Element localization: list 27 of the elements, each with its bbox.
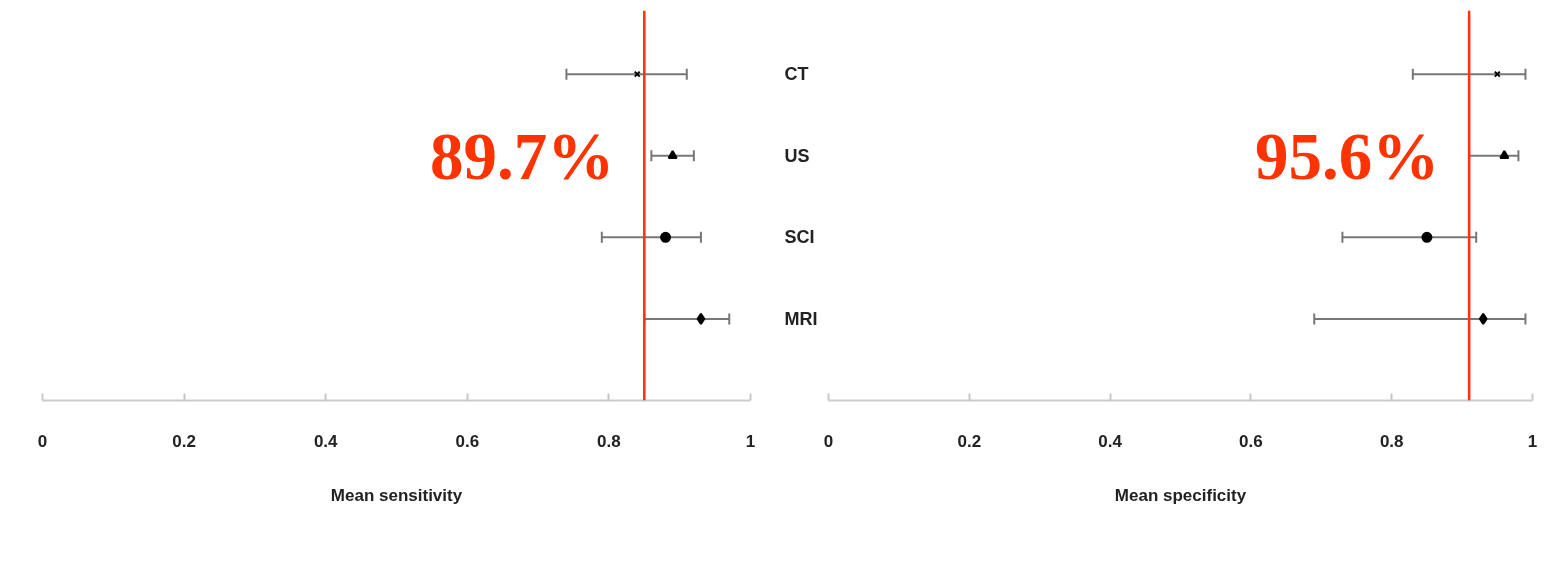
y-tick-label: SCI: [784, 227, 815, 248]
x-axis-title: Mean sensitivity: [330, 485, 463, 505]
x-tick-label: 0.6: [1239, 431, 1263, 451]
x-tick-label: 0.8: [1379, 431, 1404, 451]
x-tick-label: 0.4: [313, 431, 339, 451]
y-tick-label: US: [784, 145, 810, 166]
x-tick-label: 0.8: [597, 431, 621, 451]
x-tick-label: 0: [823, 431, 834, 451]
y-tick-label: CT: [784, 64, 809, 85]
point: [667, 150, 678, 160]
point: [1421, 231, 1433, 243]
point: [1499, 150, 1510, 160]
x-tick-label: 1: [745, 431, 756, 451]
y-tick-label: MRI: [784, 308, 818, 329]
point: [660, 231, 672, 243]
point: [633, 70, 641, 78]
x-tick-label: 0.6: [455, 431, 480, 451]
x-tick-label: 0.2: [172, 431, 196, 451]
annotation: 95.6%: [1254, 118, 1440, 193]
annotation: 89.7%: [430, 118, 615, 193]
x-axis-title: Mean specificity: [1114, 485, 1247, 505]
x-tick-label: 0: [37, 431, 48, 451]
x-tick-label: 0.2: [957, 431, 982, 451]
x-tick-label: 0.4: [1098, 431, 1123, 451]
point: [696, 312, 706, 325]
x-tick-label: 1: [1527, 431, 1538, 451]
point: [1478, 312, 1488, 325]
